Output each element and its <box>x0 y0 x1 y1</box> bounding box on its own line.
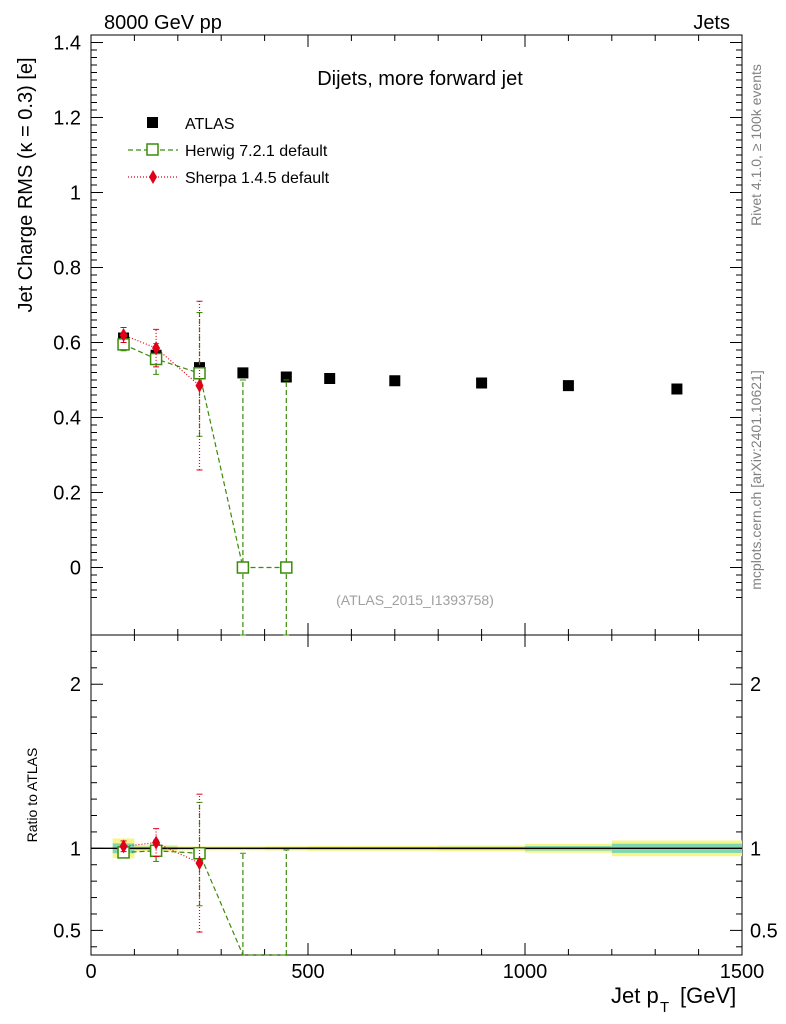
main-y-tick-label: 0 <box>70 558 81 580</box>
x-tick-label: 0 <box>85 961 96 983</box>
herwig-marker <box>236 561 250 574</box>
main-y-tick-label: 0.4 <box>53 408 81 430</box>
ratio-y-tick-label: 1 <box>70 838 81 860</box>
atlas-point <box>280 371 292 383</box>
main-y-tick-label: 0.2 <box>53 483 81 505</box>
main-y-tick-label: 1 <box>70 183 81 205</box>
sherpa-marker <box>195 378 204 393</box>
ratio-y-tick-label: 2 <box>70 674 81 696</box>
ratio-y-tick-label-right: 2 <box>750 674 761 696</box>
analysis-tag: (ATLAS_2015_I1393758) <box>336 592 494 608</box>
main-y-tick-label: 1.4 <box>53 33 81 55</box>
mcplots-label: mcplots.cern.ch [arXiv:2401.10621] <box>748 370 764 589</box>
atlas-point <box>562 380 574 392</box>
atlas-point <box>324 373 336 384</box>
legend-atlas-label: ATLAS <box>185 116 235 133</box>
sherpa-ratio-marker <box>195 856 204 871</box>
ratio-y-tick-label-right: 1 <box>750 838 761 860</box>
sherpa-marker <box>152 341 161 356</box>
x-tick-label: 500 <box>291 961 324 983</box>
x-tick-label: 1000 <box>503 961 548 983</box>
sherpa-ratio-marker <box>119 839 128 854</box>
ratio-bands <box>91 838 742 859</box>
x-axis-label-sub: T <box>660 999 669 1016</box>
legend: ATLAS Herwig 7.2.1 default Sherpa 1.4.5 … <box>128 116 330 187</box>
sherpa-marker <box>119 328 128 342</box>
legend-herwig-marker <box>146 143 159 156</box>
plot-title: Dijets, more forward jet <box>317 68 523 90</box>
main-y-axis-label: Jet Charge RMS (κ = 0.3) [e] <box>15 57 37 312</box>
ratio-panel-frame <box>90 634 743 956</box>
rivet-label: Rivet 4.1.0, ≥ 100k events <box>748 64 764 226</box>
legend-herwig-label: Herwig 7.2.1 default <box>185 143 328 160</box>
herwig-marker <box>149 352 163 366</box>
x-tick-label: 1500 <box>720 961 765 983</box>
legend-atlas-marker <box>147 117 158 128</box>
atlas-point <box>476 377 488 389</box>
header-left: 8000 GeV pp <box>104 12 222 34</box>
legend-sherpa-label: Sherpa 1.4.5 default <box>185 170 330 187</box>
main-y-tick-label: 0.8 <box>53 258 81 280</box>
header-right: Jets <box>693 12 730 34</box>
main-y-tick-label: 0.6 <box>53 333 81 355</box>
sherpa-ratio-marker <box>152 835 161 850</box>
atlas-point <box>389 375 401 387</box>
atlas-point <box>237 367 249 379</box>
herwig-marker <box>280 561 293 574</box>
atlas-point <box>671 383 683 395</box>
x-axis-label: Jet p T [GeV] <box>611 983 736 1016</box>
herwig-ratio-line <box>123 850 287 956</box>
data-layer <box>117 300 683 956</box>
main-y-tick-label: 1.2 <box>53 108 81 130</box>
ratio-y-tick-label-right: 0.5 <box>750 920 778 942</box>
axes-layer: 0 500 1000 1500 0 0.2 0.4 0.6 0.8 1 1.2 1.4 0.5 0.5 1 1… <box>53 33 778 984</box>
legend-sherpa-marker <box>149 170 157 184</box>
ratio-y-tick-label: 0.5 <box>53 920 81 942</box>
ratio-y-axis-label: Ratio to ATLAS <box>24 748 40 843</box>
x-axis-label-unit: [GeV] <box>680 983 736 1008</box>
x-axis-label-main: Jet p <box>611 983 659 1008</box>
